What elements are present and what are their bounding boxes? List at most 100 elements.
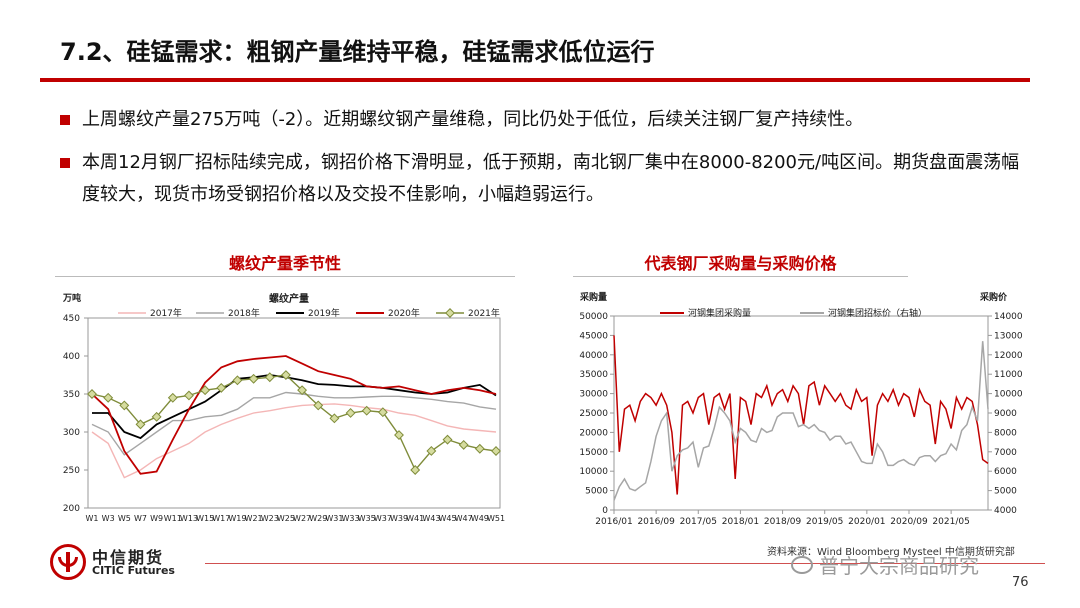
right-x-tick-label: 2021/05 xyxy=(932,517,969,527)
bullet-square-icon xyxy=(60,115,70,125)
left-series-point xyxy=(280,370,291,380)
slide-title: 7.2、硅锰需求：粗钢产量维持平稳，硅锰需求低位运行 xyxy=(60,38,655,66)
left-x-tick-label: W1 xyxy=(86,514,99,523)
right-chart-header-rule xyxy=(573,276,908,277)
bullet-item-1: 上周螺纹产量275万吨（-2）。近期螺纹钢产量维稳，同比仍处于低位，后续关注钢厂… xyxy=(60,104,1022,136)
left-x-tick-label: W7 xyxy=(134,514,147,523)
right-y-tick-label: 30000 xyxy=(579,390,608,400)
left-series-point xyxy=(458,439,469,450)
left-chart-title: 螺纹产量 xyxy=(269,292,309,305)
left-series-line xyxy=(91,355,497,475)
right-x-tick-label: 2018/09 xyxy=(764,517,802,527)
left-x-tick-label: W19 xyxy=(228,514,246,523)
right-x-tick-label: 2016/01 xyxy=(595,517,632,527)
left-x-tick-label: W27 xyxy=(293,514,311,523)
left-x-tick-label: W45 xyxy=(438,514,456,523)
bullet-item-2: 本周12月钢厂招标陆续完成，钢招价格下滑明显，低于预期，南北钢厂集中在8000-… xyxy=(60,147,1022,211)
left-series-point xyxy=(491,446,501,456)
left-y-axis-label: 万吨 xyxy=(62,292,81,304)
bullet-square-icon xyxy=(60,158,70,168)
left-series-point xyxy=(135,419,146,430)
right-y-tick-label: 10000 xyxy=(579,467,608,477)
left-y-tick-label: 250 xyxy=(63,466,80,476)
right-y2-tick-label: 14000 xyxy=(994,312,1023,322)
right-y-tick-label: 45000 xyxy=(579,331,608,341)
left-x-tick-label: W21 xyxy=(245,514,263,523)
bullet-text-2: 本周12月钢厂招标陆续完成，钢招价格下滑明显，低于预期，南北钢厂集中在8000-… xyxy=(82,152,1020,205)
left-y-tick-label: 200 xyxy=(63,504,80,514)
left-x-tick-label: W29 xyxy=(309,514,327,523)
left-x-tick-label: W23 xyxy=(261,514,279,523)
left-legend-label: 2018年 xyxy=(228,307,260,319)
left-plot-frame xyxy=(87,317,501,509)
left-x-tick-label: W25 xyxy=(277,514,295,523)
right-x-tick-label: 2016/09 xyxy=(637,517,675,527)
left-x-tick-label: W9 xyxy=(150,514,163,523)
left-x-tick-label: W17 xyxy=(212,514,230,523)
right-y2-tick-label: 13000 xyxy=(994,331,1023,341)
left-y-tick-label: 350 xyxy=(63,390,80,400)
right-y2-tick-label: 11000 xyxy=(994,370,1023,380)
footer-divider xyxy=(205,563,1045,564)
right-y-tick-label: 25000 xyxy=(579,409,608,419)
left-x-tick-label: W51 xyxy=(487,514,505,523)
left-series-point xyxy=(119,400,130,411)
right-x-tick-label: 2018/01 xyxy=(722,517,759,527)
left-x-tick-label: W41 xyxy=(406,514,424,523)
left-legend-label: 2019年 xyxy=(308,307,340,319)
left-series-point xyxy=(264,372,275,383)
left-chart-header-label: 螺纹产量季节性 xyxy=(228,254,341,273)
left-legend-label: 2020年 xyxy=(388,307,420,319)
left-series-point xyxy=(313,400,324,411)
right-y-tick-label: 50000 xyxy=(579,312,608,322)
left-series-point xyxy=(329,413,340,424)
right-y-tick-label: 0 xyxy=(602,506,608,516)
left-legend-label: 2017年 xyxy=(150,307,182,319)
left-series-point xyxy=(426,446,437,456)
left-x-tick-label: W43 xyxy=(422,514,440,523)
right-y-tick-label: 5000 xyxy=(585,487,608,497)
left-series-line xyxy=(91,403,497,479)
citic-logo-icon xyxy=(50,544,86,580)
right-y2-tick-label: 5000 xyxy=(994,487,1017,497)
right-y-axis-label: 采购量 xyxy=(579,291,607,303)
left-y-tick-label: 450 xyxy=(63,314,80,324)
citic-logo: 中信期货 CITIC Futures xyxy=(50,544,200,584)
left-series-point xyxy=(167,392,178,403)
right-x-tick-label: 2017/05 xyxy=(680,517,717,527)
left-series-point xyxy=(410,465,421,475)
right-y-tick-label: 15000 xyxy=(579,448,608,458)
left-x-tick-label: W31 xyxy=(325,514,343,523)
right-x-tick-label: 2019/05 xyxy=(806,517,843,527)
right-y2-tick-label: 4000 xyxy=(994,506,1017,516)
left-x-tick-label: W15 xyxy=(196,514,214,523)
left-x-tick-label: W35 xyxy=(358,514,376,523)
left-series-point xyxy=(474,443,485,454)
page-number: 76 xyxy=(1012,575,1029,590)
right-chart-header-label: 代表钢厂采购量与采购价格 xyxy=(644,254,837,273)
title-divider xyxy=(40,78,1030,82)
left-legend-label: 2021年 xyxy=(468,307,500,319)
logo-en-text: CITIC Futures xyxy=(92,564,175,577)
left-series-point xyxy=(345,408,356,418)
left-x-tick-label: W33 xyxy=(342,514,360,523)
left-x-tick-label: W5 xyxy=(118,514,131,523)
right-y2-tick-label: 9000 xyxy=(994,409,1017,419)
right-y2-tick-label: 10000 xyxy=(994,390,1023,400)
left-series-point xyxy=(200,385,211,396)
right-y-tick-label: 20000 xyxy=(579,428,608,438)
left-chart-header: 螺纹产量季节性 xyxy=(55,247,515,277)
left-series-point xyxy=(216,382,227,393)
left-series-line xyxy=(91,374,497,472)
left-series-point xyxy=(232,375,243,386)
left-y-tick-label: 400 xyxy=(63,352,80,362)
right-y-tick-label: 35000 xyxy=(579,370,608,380)
left-series-line xyxy=(91,391,497,456)
left-series-point xyxy=(87,389,97,399)
left-x-tick-label: W3 xyxy=(102,514,115,523)
left-series-point xyxy=(248,373,259,384)
left-x-tick-label: W39 xyxy=(390,514,408,523)
right-series-line xyxy=(613,341,989,501)
left-series-point xyxy=(297,385,308,396)
